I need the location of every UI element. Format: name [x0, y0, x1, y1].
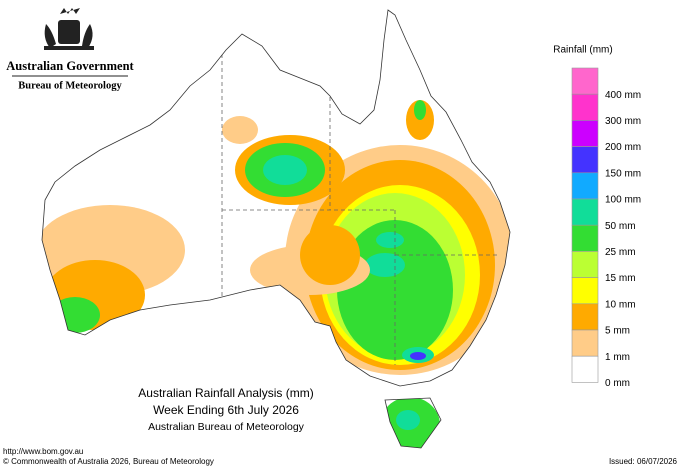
legend-label: 5 mm: [605, 326, 630, 337]
footer-issued: Issued: 06/07/2026: [609, 457, 678, 466]
legend: 400 mm 300 mm 200 mm 150 mm 100 mm 50 mm 25 mm…: [571, 67, 641, 389]
legend-swatch: [571, 355, 599, 383]
footer-copyright: © Commonwealth of Australia 2026, Bureau…: [3, 457, 214, 466]
agency-name: Bureau of Meteorology: [18, 80, 122, 91]
legend-label: 15 mm: [605, 273, 636, 284]
map-source: Australian Bureau of Meteorology: [148, 421, 305, 433]
legend-swatch: [571, 224, 599, 252]
legend-swatch: [571, 303, 599, 331]
legend-label: 1 mm: [605, 352, 630, 363]
legend-swatch: [571, 329, 599, 357]
footer-url: http://www.bom.gov.au: [3, 447, 83, 456]
tasmania-coastline: [384, 397, 442, 449]
legend-label: 400 mm: [605, 90, 641, 101]
legend-label: 25 mm: [605, 247, 636, 258]
legend-label: 300 mm: [605, 116, 641, 127]
legend-label: 200 mm: [605, 142, 641, 153]
legend-title: Rainfall (mm): [553, 45, 612, 56]
legend-label: 100 mm: [605, 195, 641, 206]
legend-swatch: [571, 172, 599, 200]
legend-swatch: [571, 146, 599, 174]
map-subtitle: Week Ending 6th July 2026: [153, 403, 299, 417]
legend-label: 50 mm: [605, 221, 636, 232]
legend-swatch: [571, 93, 599, 121]
legend-label: 0 mm: [605, 378, 630, 389]
legend-swatch: [571, 67, 599, 95]
legend-swatch: [571, 277, 599, 305]
government-name: Australian Government: [6, 59, 134, 73]
legend-swatch: [571, 198, 599, 226]
legend-label: 10 mm: [605, 299, 636, 310]
legend-label: 150 mm: [605, 168, 641, 179]
legend-swatch: [571, 251, 599, 278]
coat-of-arms: [44, 8, 94, 50]
legend-swatch: [571, 120, 599, 147]
map-title: Australian Rainfall Analysis (mm): [138, 386, 313, 400]
